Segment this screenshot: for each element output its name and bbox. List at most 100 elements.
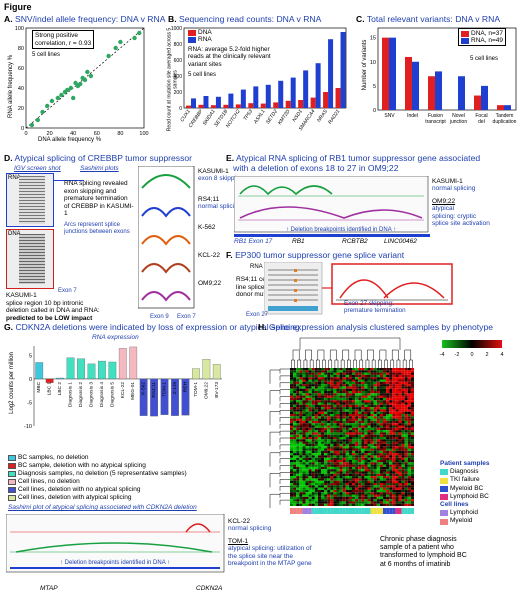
- bar-variant: [435, 71, 442, 110]
- bar-rna: [340, 32, 346, 108]
- x-tick-label: 40: [70, 131, 76, 137]
- scatter-point: [118, 39, 123, 45]
- legend-item: Lymphoid BC: [440, 493, 490, 501]
- panel-h-note: Chronic phase diagnosis sample of a patie…: [380, 536, 467, 568]
- scatter-point: [59, 92, 64, 98]
- y-tick-label: 1000: [171, 26, 182, 32]
- expression-bar: [139, 378, 148, 416]
- x-category-label: Diagnosis 5: [109, 382, 115, 407]
- x-category-label: Fusion: [428, 113, 443, 119]
- y-tick-label: -10: [24, 424, 32, 430]
- scatter-point: [29, 122, 35, 128]
- panel-f-desc: RS4;11 cell line splice donor mutant: [236, 276, 275, 298]
- x-category-label: K-562: [141, 382, 147, 395]
- x-category-label: Focal: [475, 113, 487, 119]
- y-tick-label: 5: [373, 84, 376, 90]
- panel-c-ylabel: Number of variants: [362, 39, 368, 91]
- legend-item: Diagnosis samples, no deletion (5 repres…: [8, 470, 187, 478]
- panel-e-sample1: KASUMI-1 normal splicing: [432, 178, 476, 193]
- panel-g-title: G. CDKN2A deletions were indicated by lo…: [4, 322, 300, 332]
- panel-d-bottom-text: KASUMI-1 splice region 10 bp intronic dele…: [6, 292, 100, 322]
- scatter-point: [49, 98, 55, 104]
- scale-tick-label: -2: [455, 352, 460, 358]
- igv-dna-box: DNA: [6, 229, 54, 289]
- scatter-point: [82, 77, 88, 83]
- bar-dna: [223, 104, 229, 108]
- scatter-point: [113, 45, 118, 51]
- bar-rna: [191, 98, 196, 108]
- bar-variant: [497, 105, 504, 110]
- gene-cdkn2a: CDKN2A: [196, 585, 223, 592]
- gene-mtap: MTAP: [40, 585, 58, 592]
- bar-variant: [382, 37, 389, 110]
- bar-dna: [298, 100, 304, 108]
- panel-g-chart: -10 -5 0 5 MBC LBC 1 LBC 2 Diagnosis 1 Diagnosi…: [24, 346, 222, 430]
- y-tick-label: 200: [174, 90, 183, 96]
- y-tick-label: 20: [18, 106, 24, 112]
- scatter-point: [73, 80, 78, 86]
- x-category-label: Diagnosis 4: [99, 382, 105, 407]
- bar-rna: [315, 63, 321, 108]
- legend-item: Cell lines, deletion with no atypical sp…: [8, 486, 187, 494]
- bar-variant: [412, 61, 419, 110]
- bar-variant: [481, 85, 488, 110]
- expression-bar: [202, 359, 211, 380]
- y-tick-label: 10: [370, 60, 376, 66]
- bar-variant: [474, 95, 481, 110]
- panel-e-sashimi: [234, 176, 429, 233]
- panel-d-sashimi: [138, 166, 195, 309]
- expression-bar: [150, 378, 158, 417]
- scale-tick-label: 2: [485, 352, 488, 358]
- igv-link-line: [54, 180, 84, 181]
- expression-bar: [160, 378, 169, 415]
- panel-b-ylabel: Read count at mutation site averaged acr…: [166, 27, 179, 132]
- bar-variant: [428, 76, 435, 110]
- panel-g-rna-expression: RNA expression: [92, 334, 139, 341]
- x-category-label: KCL-22: [120, 382, 126, 399]
- panel-f-exon27: Exon 27: [246, 312, 269, 318]
- panel-a-annotation: Strong positive correlation, r = 0.93: [32, 30, 95, 49]
- x-category-label: REH: [182, 381, 188, 392]
- x-category-label: TOM-1: [162, 382, 168, 397]
- panel-f-rna: RNA: [250, 264, 263, 270]
- panel-a-note: 5 cell lines: [32, 52, 61, 58]
- panel-f-zoom-note: Exon 27 skipping: premature termination: [344, 300, 406, 315]
- x-tick-label: 100: [139, 131, 148, 137]
- expression-bar: [45, 378, 54, 383]
- x-category-label: ASXL1: [252, 109, 267, 126]
- legend-item: BC sample, deletion with no atypical spl…: [8, 462, 187, 470]
- x-category-label: junction: [449, 119, 467, 125]
- expression-bar: [108, 361, 117, 380]
- legend-item: Cell lines, no deletion: [8, 478, 187, 486]
- bar-dna: [285, 100, 291, 108]
- x-category-label: Indel: [407, 113, 418, 119]
- x-category-label: BV-173: [214, 382, 220, 398]
- scatter-point: [137, 30, 142, 36]
- scale-tick-label: 4: [500, 352, 503, 358]
- bar-rna: [203, 96, 209, 108]
- x-category-label: LBC 1: [47, 382, 53, 396]
- x-category-label: del: [478, 119, 485, 125]
- panel-f-title: F. EP300 tumor suppressor gene splice va…: [226, 250, 405, 260]
- scale-tick-label: -4: [440, 352, 445, 358]
- panel-b-annotation: RNA: average 5.2-fold higher reads at the…: [188, 46, 271, 68]
- bar-dna: [186, 105, 191, 108]
- panel-b-note: 5 cell lines: [188, 72, 217, 78]
- scatter-point: [78, 81, 83, 87]
- panel-g-legend: BC samples, no deletion BC sample, deleti…: [8, 454, 187, 502]
- bar-dna: [248, 103, 254, 108]
- legend-item: BC samples, no deletion: [8, 454, 187, 462]
- panel-e-sample2: OM9;22 atypical splicing: cryptic splice si…: [432, 198, 490, 227]
- bar-rna: [265, 84, 271, 108]
- scatter-point: [65, 87, 70, 93]
- panel-c-title: C. Total relevant variants: DNA v RNA: [356, 14, 501, 24]
- y-tick-label: 0: [373, 108, 376, 114]
- x-category-label: Diagnosis 1: [68, 382, 74, 407]
- scatter-point: [40, 109, 45, 115]
- bar-rna: [228, 93, 234, 108]
- panel-b-legend: DNA RNA: [188, 29, 212, 43]
- bar-variant: [458, 76, 465, 110]
- panel-d-arcs-note: Arcs represent splice junctions between …: [64, 222, 130, 235]
- bar-variant: [389, 37, 396, 110]
- y-tick-label: 40: [18, 86, 24, 92]
